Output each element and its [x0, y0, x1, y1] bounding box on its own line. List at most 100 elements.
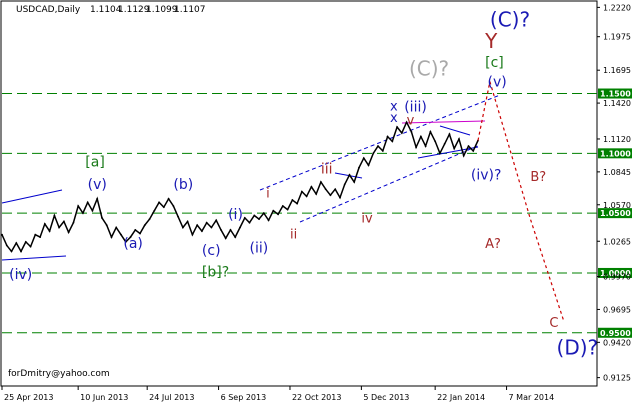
price-point — [434, 140, 437, 143]
price-point — [48, 230, 51, 232]
triangle-top-line — [439, 125, 471, 136]
y-tick-label: 1.1120 — [603, 135, 631, 144]
price-point — [277, 213, 279, 216]
y-tick-label: 0.9695 — [603, 305, 631, 314]
forecast-line — [477, 81, 565, 321]
price-point — [210, 226, 213, 229]
level-badge-label: 1.1000 — [600, 149, 631, 158]
early-trendline-lower — [1, 255, 67, 261]
price-point — [262, 212, 265, 215]
price-point — [110, 236, 113, 238]
price-point — [177, 215, 180, 218]
price-point — [372, 152, 375, 155]
x-axis: 25 Apr 2013 10 Jun 2013 24 Jul 2013 6 Sep 2… — [1, 386, 555, 402]
wave-label: [a] — [85, 154, 105, 170]
wave-label: [b]? — [202, 265, 229, 281]
y-tick-label: 1.2220 — [603, 3, 631, 12]
price-point — [229, 228, 232, 231]
price-point — [96, 197, 99, 200]
price-point — [239, 226, 241, 229]
wave-labels: (iv)(v)[a](a)(b)(c)[b]?(i)(ii)iiiiiiivxx… — [9, 8, 598, 360]
price-point — [15, 242, 18, 244]
price-point — [201, 230, 203, 232]
triangle-lower-line — [417, 146, 479, 159]
price-point — [167, 197, 170, 200]
price-point — [272, 209, 275, 212]
price-point — [462, 154, 465, 157]
x-tick-label: 22 Jan 2014 — [437, 393, 485, 402]
chart-header-low: 1.1099 — [146, 5, 178, 15]
price-point — [253, 214, 256, 217]
y-tick-label: 1.1975 — [603, 33, 631, 42]
price-point — [105, 224, 108, 227]
price-point — [24, 240, 27, 243]
price-point — [348, 173, 351, 176]
wave-label: (i) — [228, 207, 243, 223]
price-point — [248, 221, 251, 224]
price-point — [410, 130, 413, 133]
wave-label: iv — [361, 212, 373, 227]
price-point — [315, 193, 318, 195]
y-tick-label: 0.9420 — [603, 338, 631, 347]
wave-label: x — [390, 99, 398, 114]
wave-label: (iv)? — [471, 168, 502, 184]
price-point — [258, 218, 260, 221]
price-point — [324, 188, 327, 191]
price-point — [77, 205, 80, 207]
x-tick-label: 7 Mar 2014 — [509, 393, 555, 402]
price-point — [143, 224, 146, 227]
price-point — [281, 205, 284, 207]
price-point — [162, 206, 165, 209]
price-point — [453, 147, 456, 150]
price-point — [448, 133, 451, 136]
x-tick-label: 5 Dec 2013 — [363, 393, 409, 402]
price-point — [120, 233, 122, 236]
wave-label: (C)? — [409, 57, 449, 81]
x-tick-label: 25 Apr 2013 — [4, 393, 53, 402]
y-tick-label: 1.0265 — [603, 237, 631, 246]
price-point — [320, 181, 322, 183]
wave-label: (v) — [488, 74, 507, 90]
level-badge-label: 0.9500 — [600, 329, 631, 338]
wave-label: (iv) — [9, 267, 32, 283]
wave-label: (v) — [88, 177, 107, 193]
price-point — [400, 132, 403, 134]
wave-label: C — [549, 316, 558, 331]
price-point — [124, 240, 127, 243]
price-point — [205, 221, 208, 224]
price-point — [405, 121, 408, 124]
channel-lower-line — [299, 144, 481, 223]
price-point — [339, 196, 341, 199]
price-point — [429, 130, 432, 133]
wave-label: B? — [530, 170, 546, 185]
price-point — [186, 220, 189, 223]
wave-label: [c] — [485, 55, 504, 71]
price-point — [82, 212, 84, 215]
price-point — [334, 188, 337, 191]
level-badge-label: 1.0500 — [600, 209, 631, 218]
price-point — [220, 228, 222, 231]
price-point — [86, 201, 89, 204]
channel-upper-line — [259, 94, 501, 191]
wave-label: i — [266, 187, 270, 202]
y-tick-label: 0.9970 — [603, 273, 631, 282]
price-point — [129, 236, 132, 238]
forecast-path — [477, 81, 565, 321]
price-point — [362, 157, 365, 160]
price-point — [267, 219, 270, 222]
price-point — [91, 209, 94, 212]
chart-header-high: 1.1129 — [118, 5, 150, 15]
y-tick-label: 0.9125 — [603, 374, 631, 383]
price-point — [419, 135, 422, 138]
price-point — [424, 145, 427, 148]
y-tick-label: 1.1420 — [603, 99, 631, 108]
price-point — [367, 164, 370, 167]
price-point — [467, 145, 470, 148]
price-point — [196, 224, 199, 227]
x-tick-label: 24 Jul 2013 — [149, 393, 194, 402]
wave-label: (a) — [123, 236, 143, 252]
price-point — [243, 217, 246, 219]
early-trendline-upper — [1, 189, 63, 204]
